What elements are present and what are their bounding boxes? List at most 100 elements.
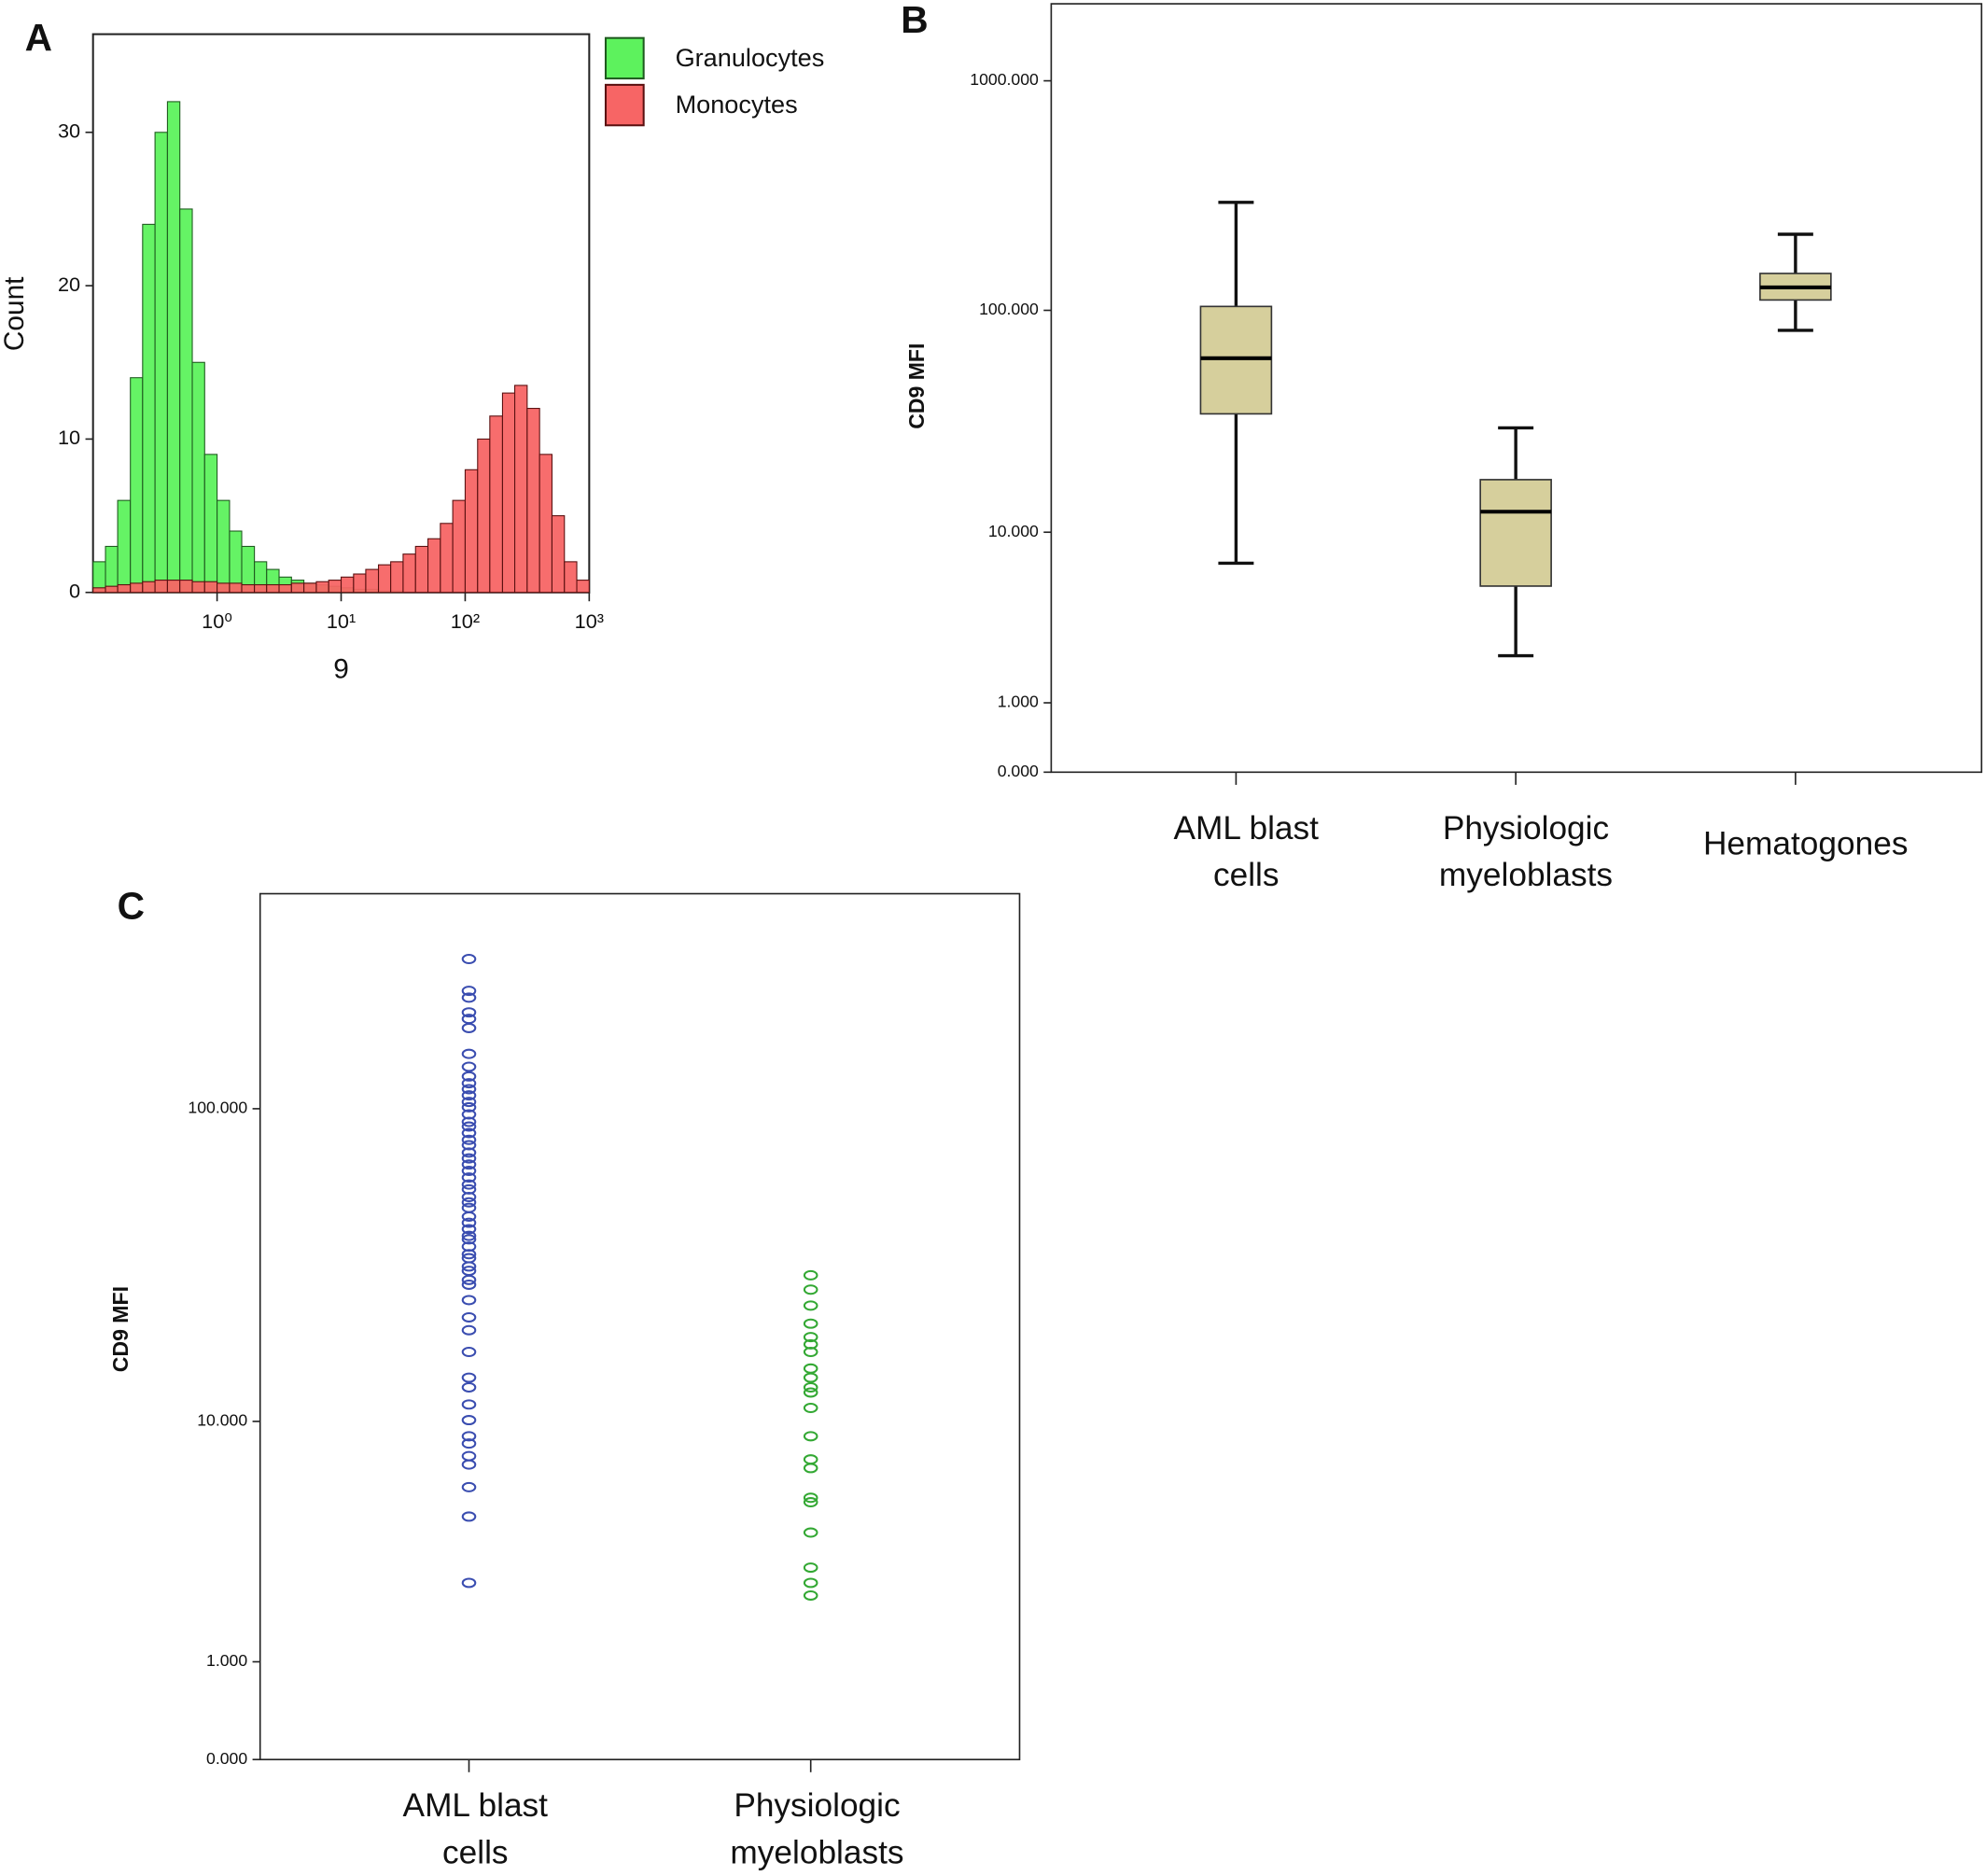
dot bbox=[803, 1363, 818, 1374]
histogram-bar bbox=[191, 361, 205, 594]
dot bbox=[461, 1481, 477, 1492]
dot bbox=[461, 1274, 477, 1285]
dot bbox=[461, 1147, 477, 1158]
dot bbox=[461, 1090, 477, 1101]
histogram-bar bbox=[377, 564, 392, 594]
dot bbox=[461, 1166, 477, 1176]
legend-swatch bbox=[604, 36, 645, 80]
histogram-bar bbox=[179, 580, 193, 594]
x-tick-label: 10⁰ bbox=[202, 609, 232, 633]
box bbox=[1479, 479, 1552, 587]
dot bbox=[461, 1511, 477, 1522]
histogram-bar bbox=[142, 581, 156, 594]
x-tick-label: 10² bbox=[451, 609, 480, 633]
y-tick-label: 1.000 bbox=[206, 1651, 247, 1670]
dot bbox=[803, 1492, 818, 1504]
dot bbox=[461, 1121, 477, 1132]
panel-label: C bbox=[118, 885, 145, 928]
histogram-bar bbox=[340, 576, 355, 594]
x-tick-label: 10³ bbox=[575, 609, 604, 633]
box bbox=[1199, 305, 1273, 415]
dot bbox=[461, 1261, 477, 1272]
x-tick-label: 10¹ bbox=[327, 609, 356, 633]
y-tick-label: 30 bbox=[58, 119, 80, 143]
histogram-bar bbox=[538, 454, 552, 594]
y-tick-label: 10.000 bbox=[197, 1411, 247, 1430]
histogram-bar bbox=[501, 392, 516, 594]
histogram-bar bbox=[203, 581, 218, 594]
histogram-bar bbox=[290, 582, 305, 594]
dot bbox=[803, 1347, 818, 1358]
histogram-bar bbox=[266, 583, 280, 594]
dot bbox=[803, 1372, 818, 1383]
dot bbox=[461, 1071, 477, 1082]
dot bbox=[461, 1399, 477, 1410]
dot bbox=[461, 1134, 477, 1145]
histogram-bar bbox=[142, 223, 156, 594]
y-tick-label: 1000.000 bbox=[970, 70, 1039, 89]
histogram-bar bbox=[229, 582, 243, 594]
histogram-bar bbox=[217, 499, 231, 594]
legend-label: Monocytes bbox=[676, 90, 798, 119]
dot bbox=[461, 1048, 477, 1059]
y-axis-label: Count bbox=[0, 276, 30, 351]
dot bbox=[461, 1438, 477, 1449]
histogram-bar bbox=[402, 553, 416, 594]
dot bbox=[461, 1007, 477, 1018]
histogram-bar bbox=[241, 583, 256, 594]
histogram-bar bbox=[278, 583, 292, 594]
dot bbox=[461, 1217, 477, 1228]
histogram-bar bbox=[303, 582, 317, 594]
dot bbox=[461, 1192, 477, 1203]
dot bbox=[803, 1269, 818, 1281]
dot bbox=[461, 1084, 477, 1095]
panel-label: A bbox=[25, 16, 52, 59]
dot bbox=[803, 1562, 818, 1574]
dot bbox=[461, 1153, 477, 1164]
dot bbox=[461, 1459, 477, 1470]
dot bbox=[461, 1179, 477, 1190]
dot bbox=[461, 1230, 477, 1241]
y-tick-label: 100.000 bbox=[979, 300, 1039, 318]
histogram-bar bbox=[179, 208, 193, 594]
legend-label: Granulocytes bbox=[676, 43, 825, 72]
dot bbox=[461, 1101, 477, 1113]
histogram-bar bbox=[130, 582, 144, 594]
histogram-bar bbox=[217, 582, 231, 594]
dot bbox=[461, 1061, 477, 1072]
histogram-bar bbox=[452, 499, 466, 594]
dot bbox=[803, 1497, 818, 1508]
dot bbox=[803, 1284, 818, 1295]
dot bbox=[461, 1078, 477, 1089]
dot bbox=[803, 1589, 818, 1601]
legend-swatch bbox=[604, 83, 645, 127]
dot bbox=[461, 1234, 477, 1245]
dot bbox=[461, 992, 477, 1003]
dot bbox=[461, 1381, 477, 1393]
dot bbox=[803, 1403, 818, 1414]
histogram-bar bbox=[414, 545, 429, 594]
dot bbox=[461, 1022, 477, 1033]
histogram-bar bbox=[254, 583, 268, 594]
y-tick-label: 10 bbox=[58, 426, 80, 449]
dot bbox=[803, 1463, 818, 1474]
dot bbox=[461, 1450, 477, 1462]
y-tick-label: 1.000 bbox=[998, 693, 1039, 711]
dot bbox=[461, 1097, 477, 1108]
dot bbox=[461, 1431, 477, 1442]
dot bbox=[461, 1577, 477, 1589]
x-tick-label: Hematogones bbox=[1703, 825, 1908, 861]
dot bbox=[803, 1527, 818, 1538]
histogram-bar bbox=[166, 101, 181, 594]
histogram-bar bbox=[315, 581, 329, 594]
x-tick-label: AML blast bbox=[403, 1787, 549, 1824]
histogram-bar bbox=[390, 561, 404, 594]
dot bbox=[461, 1311, 477, 1323]
x-axis-label: 9 bbox=[333, 654, 349, 685]
histogram-bar bbox=[440, 523, 454, 594]
y-tick-label: 100.000 bbox=[188, 1099, 247, 1117]
histogram-bar bbox=[353, 573, 367, 594]
dot bbox=[803, 1577, 818, 1589]
histogram-bar bbox=[130, 377, 144, 594]
